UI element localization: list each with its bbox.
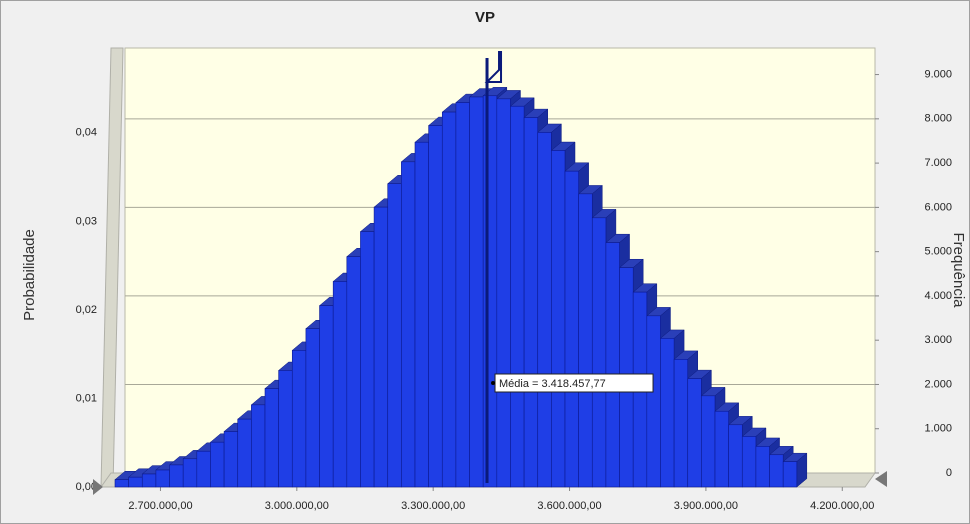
bar: [182, 458, 198, 488]
y2-tick-label: 9.000: [924, 68, 952, 80]
bar: [755, 446, 770, 488]
bar: [305, 328, 320, 488]
bar: [523, 117, 539, 488]
bar: [537, 132, 552, 488]
y2-tick-label: 5.000: [924, 246, 952, 258]
bar: [210, 441, 225, 488]
bar: [714, 410, 729, 488]
bar: [223, 431, 239, 488]
bar: [578, 193, 593, 488]
y-tick-label: 0,01: [76, 392, 97, 404]
bar: [414, 141, 429, 488]
bar: [782, 461, 798, 488]
x-tick-label: 3.300.000,00: [401, 500, 465, 512]
bar: [605, 242, 620, 488]
bar: [291, 350, 307, 488]
bar: [496, 98, 511, 488]
bar: [373, 206, 389, 488]
bar: [551, 150, 566, 488]
bar: [401, 161, 416, 488]
bar: [701, 395, 716, 488]
y2-tick-label: 4.000: [924, 290, 952, 302]
bar: [687, 378, 702, 488]
y2-tick-label: 0: [946, 467, 952, 479]
y2-tick-label: 7.000: [924, 157, 952, 169]
bar: [469, 96, 484, 488]
bar: [591, 217, 607, 488]
bar: [196, 450, 211, 488]
bar: [319, 305, 334, 488]
bar: [510, 105, 525, 488]
y2-tick-label: 6.000: [924, 201, 952, 213]
y2-tick-label: 8.000: [924, 113, 952, 125]
y2-tick-label: 1.000: [924, 423, 952, 435]
bar: [441, 111, 457, 488]
bar: [482, 95, 498, 488]
x-tick-label: 4.200.000,00: [810, 500, 874, 512]
y2-tick-label: 3.000: [924, 334, 952, 346]
y-tick-label: 0,02: [76, 304, 97, 316]
bar: [264, 388, 279, 488]
bar: [728, 424, 743, 488]
bar: [455, 102, 470, 488]
mean-label-dot: [491, 381, 496, 385]
bar: [769, 454, 784, 488]
bar: [169, 464, 184, 488]
y-tick-label: 0,04: [76, 127, 97, 139]
bar: [387, 183, 402, 488]
bar: [155, 469, 170, 488]
y2-tick-label: 2.000: [924, 378, 952, 390]
chart-title: VP: [475, 9, 495, 26]
x-tick-label: 2.700.000,00: [128, 500, 192, 512]
bar: [741, 436, 757, 488]
x-tick-label: 3.600.000,00: [537, 500, 601, 512]
bar: [660, 338, 675, 488]
bar: [141, 473, 157, 488]
axis-arrow: [875, 471, 887, 487]
bar: [564, 170, 579, 488]
bar: [332, 281, 348, 488]
bar: [346, 256, 361, 488]
bar: [128, 476, 143, 488]
bar: [428, 125, 443, 488]
axis-arrow: [93, 479, 103, 495]
bar: [114, 479, 129, 488]
bar: [237, 418, 252, 488]
y2-axis-title: Frequência: [950, 232, 967, 308]
bar: [646, 315, 661, 488]
x-tick-label: 3.000.000,00: [265, 500, 329, 512]
mean-flag: [484, 51, 503, 83]
bar: [278, 370, 293, 488]
y-axis-title: Probabilidade: [21, 229, 38, 321]
bar: [673, 359, 689, 488]
mean-label: Média = 3.418.457,77: [499, 378, 606, 390]
y-tick-label: 0,03: [76, 215, 97, 227]
y-tick-label: 0,00: [76, 481, 97, 493]
bar: [251, 404, 266, 488]
x-tick-label: 3.900.000,00: [674, 500, 738, 512]
bar: [360, 231, 375, 488]
